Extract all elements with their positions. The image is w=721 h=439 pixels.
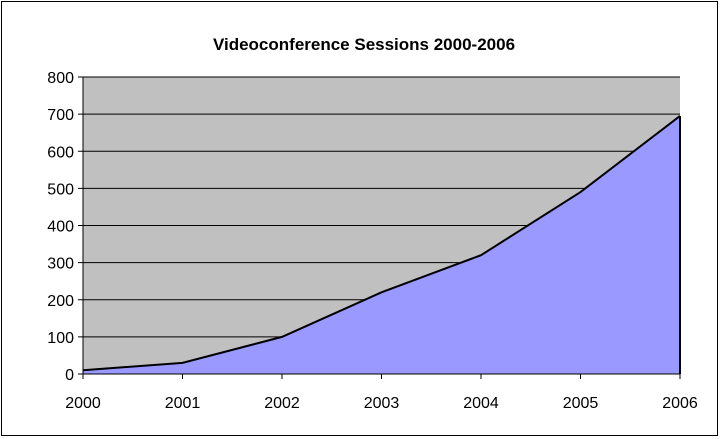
- x-tick-label: 2000: [65, 395, 101, 412]
- y-tick-label: 400: [47, 219, 74, 236]
- x-tick-label: 2005: [563, 395, 599, 412]
- y-tick-label: 100: [47, 330, 74, 347]
- x-tick-label: 2006: [662, 395, 698, 412]
- y-tick-label: 600: [47, 144, 74, 161]
- y-tick-label: 800: [47, 70, 74, 87]
- x-tick-labels: 2000 2001 2002 2003 2004 2005 2006: [65, 395, 698, 412]
- y-tick-label: 0: [65, 367, 74, 384]
- y-tick-label: 200: [47, 293, 74, 310]
- y-tick-label: 500: [47, 181, 74, 198]
- x-tick-label: 2003: [364, 395, 400, 412]
- chart-title: Videoconference Sessions 2000-2006: [213, 35, 515, 54]
- x-tick-label: 2001: [165, 395, 201, 412]
- axes: [82, 77, 681, 379]
- x-tick-label: 2002: [264, 395, 300, 412]
- x-tick-label: 2004: [463, 395, 499, 412]
- series-line: [82, 115, 681, 372]
- y-tick-label: 300: [47, 256, 74, 273]
- area-series: [83, 115, 680, 374]
- y-tick-labels: 0 100 200 300 400 500 600 700 800: [47, 70, 74, 384]
- y-tick-label: 700: [47, 107, 74, 124]
